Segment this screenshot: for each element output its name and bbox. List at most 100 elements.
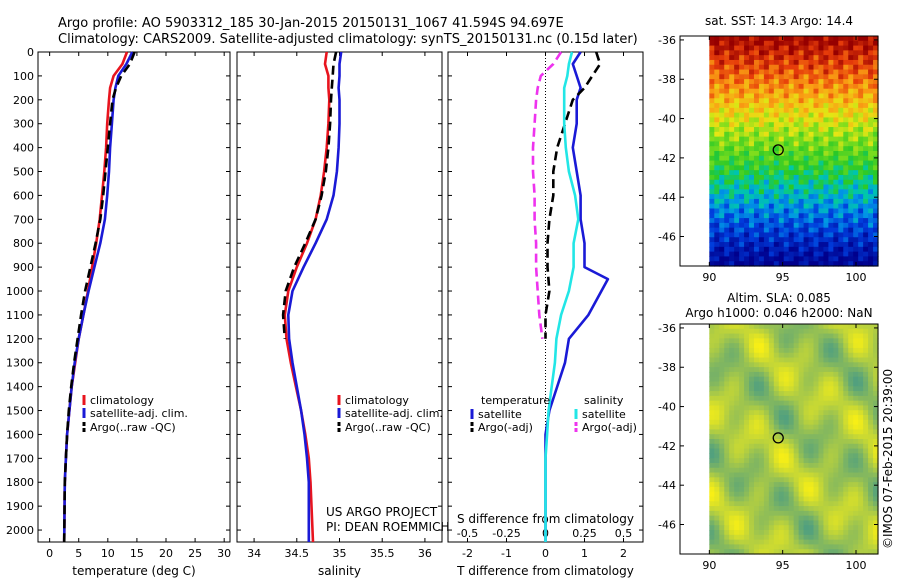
sla-map-cell xyxy=(758,515,765,522)
sla-map-cell xyxy=(763,376,770,383)
sst-map-cell xyxy=(763,227,770,234)
sst-map-cell xyxy=(788,222,795,229)
sla-map-cell xyxy=(868,453,874,459)
sla-map-cell xyxy=(788,477,795,483)
sla-map-cell xyxy=(739,477,745,483)
sla-map-cell xyxy=(714,429,720,435)
sla-map-cell xyxy=(823,357,829,363)
sst-map-cell xyxy=(724,50,730,56)
sst-map-cell xyxy=(768,218,775,224)
sla-map-cell xyxy=(838,506,844,512)
sla-map-cell xyxy=(858,338,864,344)
sla-map-cell xyxy=(798,544,805,550)
sst-map-cell xyxy=(793,151,800,157)
sst-map-cell xyxy=(749,98,755,104)
sst-map-cell xyxy=(798,151,805,157)
sla-map-cell xyxy=(783,367,790,373)
sla-map-cell xyxy=(783,410,790,416)
sla-map-cell xyxy=(783,333,790,339)
sst-map-cell xyxy=(749,79,755,85)
sla-map-cell xyxy=(833,482,839,488)
sla-map-cell xyxy=(873,357,879,363)
sla-map-cell xyxy=(749,371,755,378)
sla-map-cell xyxy=(753,343,760,349)
sst-map-cell xyxy=(828,261,834,267)
sla-map-cell xyxy=(858,482,864,488)
sla-map-cell xyxy=(798,458,805,464)
sst-map-cell xyxy=(793,146,800,152)
sla-map-cell xyxy=(773,338,780,344)
sst-map-cell xyxy=(873,107,879,114)
temperature-difference-line xyxy=(544,51,610,542)
sst-map-cell xyxy=(773,55,780,61)
sst-map-cell xyxy=(739,131,745,138)
sst-map-cell xyxy=(783,198,790,205)
sst-map-cell xyxy=(734,256,740,262)
sla-map-cell xyxy=(873,510,879,517)
sst-map-cell xyxy=(724,174,730,181)
sst-map-cell xyxy=(773,160,780,166)
y-tick-label: 700 xyxy=(13,213,34,226)
sla-map-cell xyxy=(783,434,790,440)
sla-map-cell xyxy=(793,424,800,431)
sla-map-cell xyxy=(818,357,825,363)
sst-map-cell xyxy=(749,64,755,71)
sla-map-cell xyxy=(739,395,745,402)
sla-map-cell xyxy=(773,549,780,555)
sst-map-cell xyxy=(709,45,715,51)
sla-map-cell xyxy=(763,467,770,474)
sst-map-cell xyxy=(853,246,859,253)
sla-map-cell xyxy=(868,395,874,402)
y-tick-label: 1800 xyxy=(6,476,34,489)
sla-map-cell xyxy=(719,338,725,344)
sla-map-cell xyxy=(803,419,810,426)
sst-map-cell xyxy=(813,98,820,104)
sla-map-cell xyxy=(768,472,775,478)
sst-map-cell xyxy=(808,151,815,157)
sst-map-cell xyxy=(828,218,834,224)
sla-map-cell xyxy=(848,501,854,507)
sla-map-cell xyxy=(838,477,844,483)
sst-map-cell xyxy=(753,83,760,90)
sla-map-cell xyxy=(833,367,839,373)
sla-map-cell xyxy=(724,458,730,464)
sst-map-cell xyxy=(709,136,715,143)
sla-map-cell xyxy=(873,381,879,387)
sst-map-cell xyxy=(739,174,745,181)
sst-map-cell xyxy=(729,50,735,56)
sla-map-cell xyxy=(798,424,805,431)
sla-map-cell xyxy=(828,477,834,483)
sst-map-cell xyxy=(868,136,874,143)
sst-map-cell xyxy=(818,242,825,248)
sla-map-cell xyxy=(818,515,825,522)
sla-map-cell xyxy=(838,419,844,426)
sla-map-cell xyxy=(848,467,854,474)
sst-map-cell xyxy=(749,83,755,90)
sla-map-cell xyxy=(843,544,849,550)
sst-map-cell xyxy=(729,79,735,85)
sla-map-cell xyxy=(744,419,750,426)
sst-map-cell xyxy=(858,261,864,267)
sla-map-cell xyxy=(739,501,745,507)
sst-map-cell xyxy=(758,64,765,71)
sst-map-cell xyxy=(843,184,849,190)
sla-map-cell xyxy=(818,486,825,493)
sla-map-cell xyxy=(868,371,874,378)
x-tick-label: 0 xyxy=(542,547,549,560)
sst-map-cell xyxy=(843,189,849,195)
sst-map-cell xyxy=(793,83,800,90)
sla-map-cell xyxy=(838,434,844,440)
sst-map-cell xyxy=(798,64,805,71)
sst-map-cell xyxy=(758,251,765,258)
sla-map-cell xyxy=(763,391,770,397)
sst-map-cell xyxy=(823,98,829,104)
sst-map-cell xyxy=(763,69,770,75)
sst-map-cell xyxy=(833,203,839,210)
sst-map-cell xyxy=(734,122,740,128)
sla-map-cell xyxy=(749,539,755,546)
sst-map-cell xyxy=(783,141,790,147)
sla-map-cell xyxy=(803,462,810,469)
sst-map-cell xyxy=(803,83,810,90)
sla-map-cell xyxy=(734,491,740,498)
